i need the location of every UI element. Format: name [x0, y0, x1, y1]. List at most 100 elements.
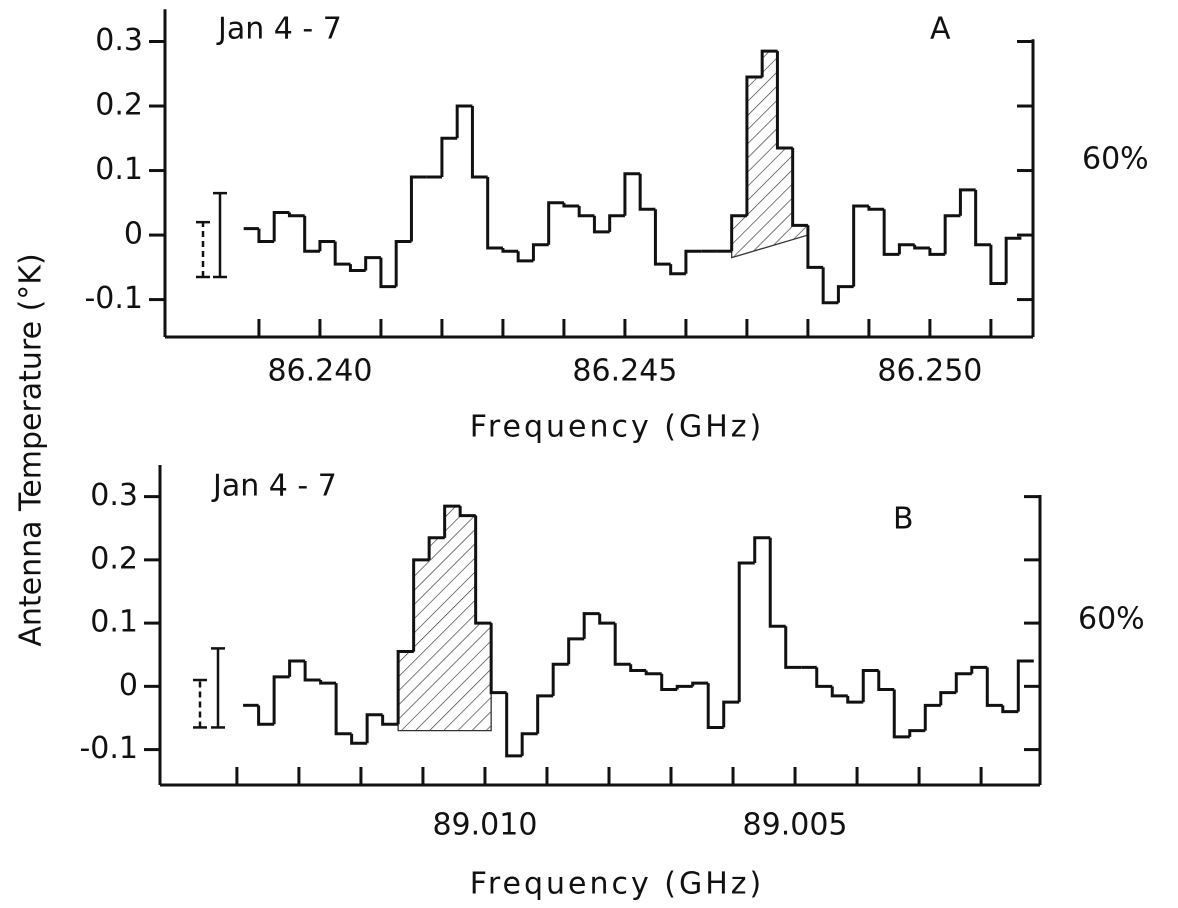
x-tick-label: 86.240 [267, 354, 372, 389]
step-segment [257, 705, 275, 726]
step-segment [882, 209, 900, 256]
step-segment [836, 285, 854, 303]
step-segment [443, 504, 461, 538]
step-segment [791, 147, 808, 227]
step-segment [272, 210, 290, 242]
step-segment [846, 695, 864, 704]
step-segment [536, 694, 554, 734]
step-segment [623, 172, 641, 216]
step-segment [1001, 705, 1019, 714]
y-tick-label: 0.3 [90, 478, 138, 513]
step-segment [815, 667, 833, 688]
step-segment [318, 240, 336, 252]
y-tick-label: 0.3 [95, 23, 143, 58]
step-segment [706, 683, 724, 729]
step-segment [861, 669, 879, 703]
step-segment [1004, 236, 1022, 284]
step-segment [505, 692, 523, 758]
step-segment [760, 49, 778, 77]
step-segment [985, 667, 1003, 707]
step-segment [350, 733, 368, 745]
y-tick-label: -0.1 [84, 281, 143, 316]
step-segment [923, 703, 941, 731]
step-segment [516, 251, 534, 263]
step-segment [737, 561, 755, 703]
step-segment [806, 225, 824, 269]
step-segment [830, 686, 848, 698]
step-segment [722, 700, 740, 728]
step-segment [287, 212, 305, 218]
shaded-region [397, 505, 492, 732]
step-segment [638, 173, 656, 211]
annotation: Jan 4 - 7 [216, 12, 342, 47]
step-segment [629, 664, 647, 673]
step-segment [892, 689, 910, 739]
step-segment [319, 680, 337, 685]
annotation: Jan 4 - 7 [211, 469, 337, 504]
step-segment [562, 202, 580, 208]
step-segment [379, 257, 397, 289]
y-tick-label: 0.2 [90, 541, 138, 576]
step-segment [867, 206, 885, 211]
step-segment [675, 684, 693, 690]
x-axis-label: Frequency (GHz) [470, 410, 764, 445]
step-segment [669, 264, 686, 276]
step-segment [928, 247, 946, 256]
step-segment [958, 188, 976, 216]
y-axis-label: Antenna Temperature (°K) [14, 253, 49, 646]
step-segment [821, 267, 839, 305]
error-bar [213, 191, 227, 279]
error-bar [211, 647, 225, 729]
step-segment [364, 256, 381, 271]
step-segment [784, 626, 802, 669]
annotation: 60% [1082, 142, 1149, 177]
step-segment [303, 215, 320, 253]
step-segment [908, 729, 926, 737]
step-segment [520, 732, 538, 756]
step-segment [409, 175, 427, 242]
step-segment [939, 691, 957, 706]
annotation: B [893, 502, 914, 537]
step-segment [768, 537, 786, 628]
step-segment [653, 209, 671, 266]
step-segment [396, 650, 414, 725]
step-segment [501, 247, 519, 253]
step-segment [551, 662, 569, 696]
step-segment [440, 136, 458, 177]
step-segment [489, 623, 507, 695]
step-segment [486, 176, 503, 250]
step-segment [660, 673, 678, 692]
step-segment [474, 515, 492, 625]
step-segment [852, 204, 869, 287]
annotation: A [930, 12, 951, 47]
step-segment [394, 240, 412, 287]
step-segment [455, 104, 473, 139]
step-segment [531, 243, 549, 261]
x-tick-label: 86.245 [572, 354, 677, 389]
step-segment [365, 713, 383, 744]
error-bar [193, 678, 207, 729]
step-segment [775, 51, 793, 150]
step-segment [1016, 659, 1034, 712]
x-tick-label: 89.005 [743, 808, 848, 843]
step-segment [257, 228, 275, 244]
step-segment [288, 659, 306, 677]
y-tick-label: 0.1 [90, 605, 138, 640]
step-segment [613, 623, 631, 666]
y-tick-label: 0.2 [95, 88, 143, 123]
annotation: 60% [1078, 602, 1145, 637]
step-segment [745, 75, 763, 216]
step-segment [943, 214, 961, 255]
step-segment [567, 637, 585, 665]
y-tick-label: 0.1 [95, 152, 143, 187]
step-segment [913, 244, 930, 250]
step-segment [989, 244, 1007, 285]
step-segment [954, 672, 972, 693]
step-segment [684, 249, 702, 274]
step-segment [592, 215, 610, 234]
step-segment [427, 536, 445, 560]
y-tick-label: 0 [124, 217, 143, 252]
step-segment [348, 264, 366, 273]
step-segment [333, 241, 351, 266]
step-segment [974, 189, 991, 247]
